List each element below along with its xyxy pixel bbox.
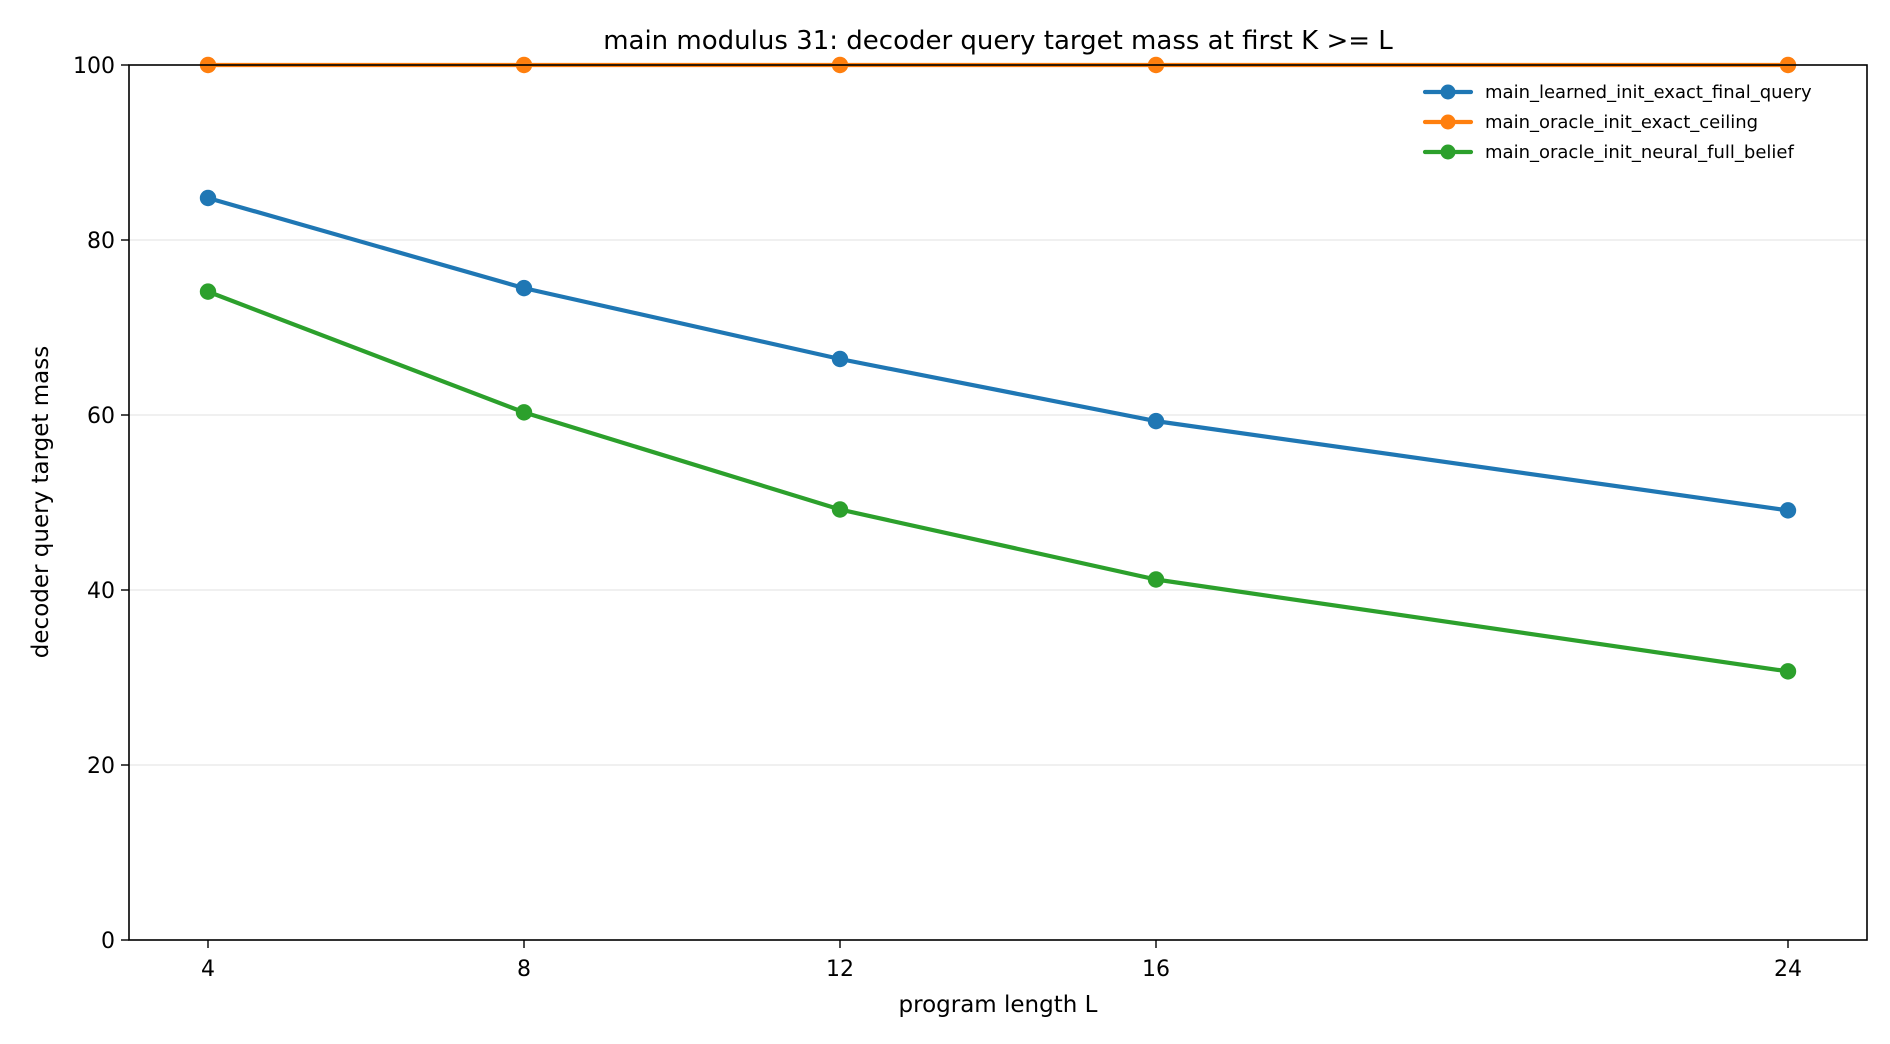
legend-marker [1440, 84, 1456, 100]
axis-ticks: 0 20 40 60 80 100 4 8 12 16 24 [73, 54, 1802, 982]
y-tick-label: 0 [101, 929, 115, 954]
data-point [831, 350, 849, 368]
data-point [199, 283, 217, 300]
series-line [205, 195, 1791, 513]
gridlines [129, 64, 1867, 941]
x-tick-label: 8 [517, 957, 531, 982]
data-point [515, 279, 533, 297]
legend-label: main_oracle_init_exact_ceiling [1485, 112, 1758, 133]
legend-label: main_learned_init_exact_final_query [1485, 82, 1812, 103]
data-point [1147, 571, 1165, 588]
x-tick-label: 16 [1142, 957, 1170, 982]
chart-title: main modulus 31: decoder query target ma… [603, 26, 1393, 56]
data-point [1147, 412, 1165, 430]
y-axis-label: decoder query target mass [28, 346, 54, 658]
data-point [199, 189, 217, 207]
x-tick-label: 24 [1774, 957, 1802, 982]
x-tick-label: 4 [201, 957, 215, 982]
legend-label: main_oracle_init_neural_full_belief [1485, 142, 1795, 163]
y-tick-label: 20 [87, 754, 115, 779]
legend: main_learned_init_exact_final_query main_… [1422, 82, 1812, 163]
data-point [1779, 663, 1797, 680]
x-tick-label: 12 [826, 957, 854, 982]
y-tick-label: 100 [73, 54, 115, 79]
legend-marker [1440, 144, 1456, 160]
y-tick-label: 60 [87, 404, 115, 429]
series-line [205, 289, 1791, 674]
series-3 [199, 283, 1797, 680]
y-tick-label: 40 [87, 579, 115, 604]
data-point [831, 501, 849, 518]
y-tick-label: 80 [87, 229, 115, 254]
data-point [1779, 502, 1797, 519]
legend-marker [1440, 114, 1456, 130]
series-1 [199, 189, 1797, 519]
plot-frame [128, 64, 1868, 941]
x-axis-label: program length L [899, 992, 1098, 1018]
data-point [515, 404, 533, 421]
